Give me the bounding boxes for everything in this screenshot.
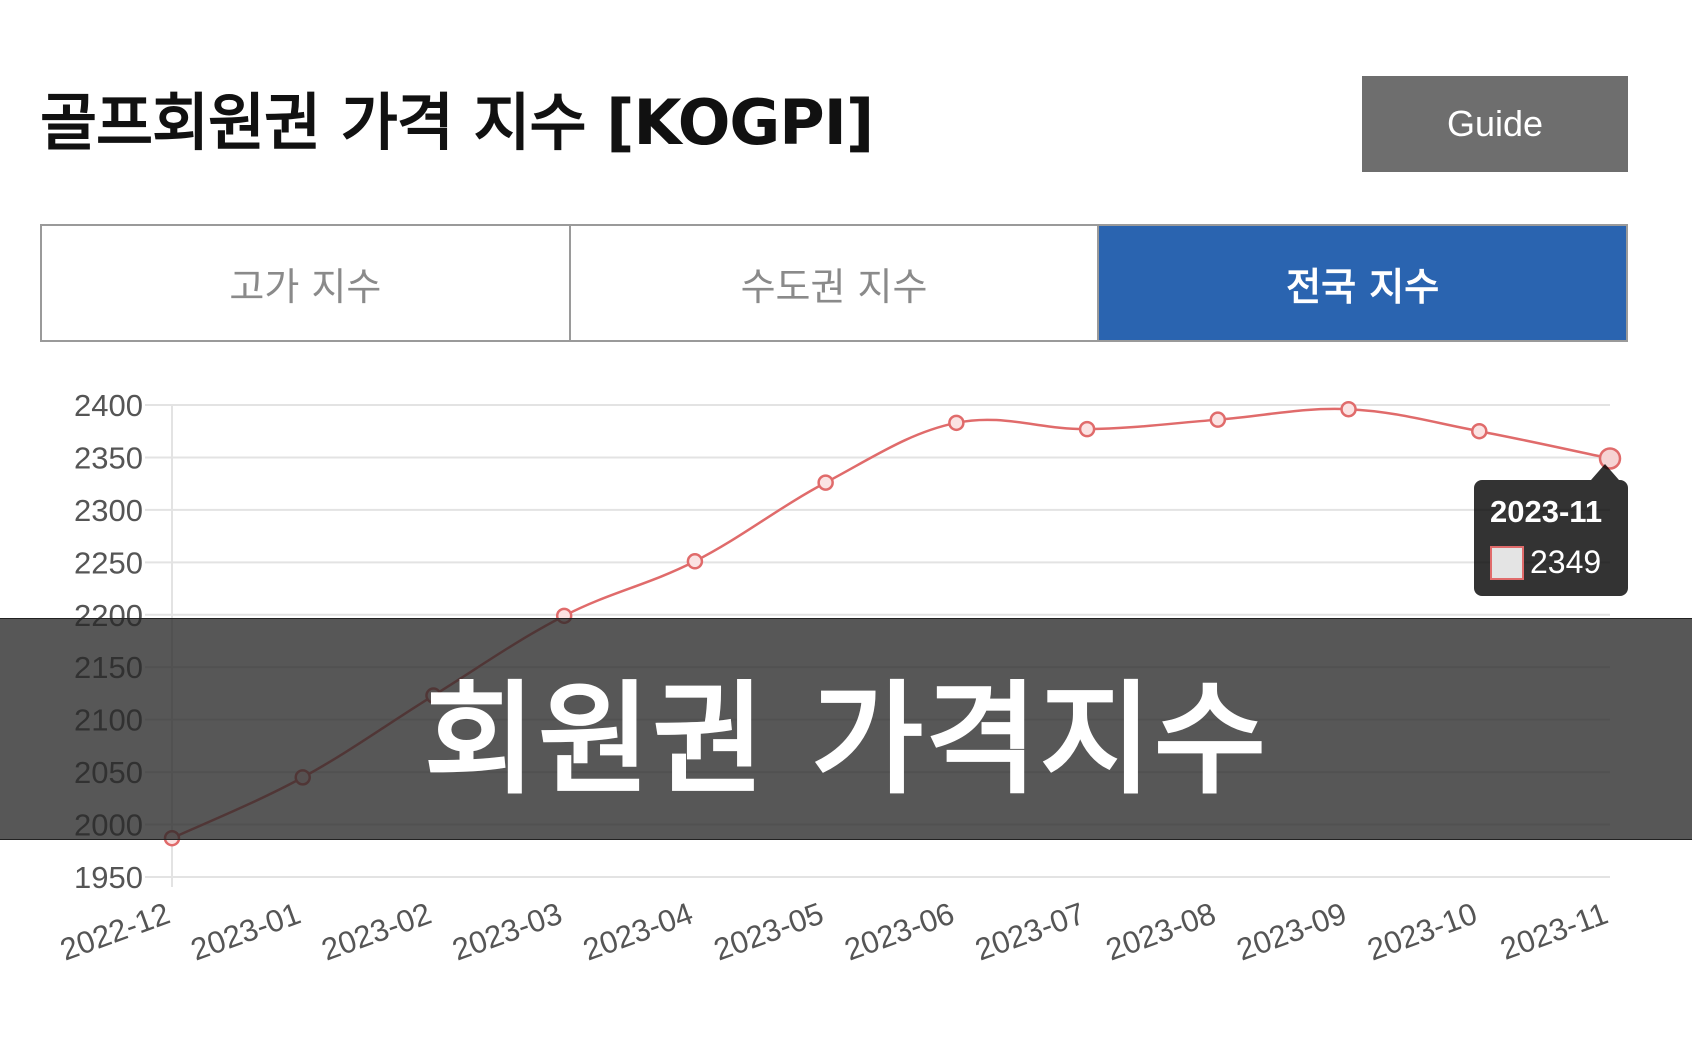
page-title: 골프회원권 가격 지수 [KOGPI] [40,86,874,159]
tooltip-color-swatch [1490,546,1524,580]
y-tick-label: 2300 [74,493,143,528]
x-tick-label: 2023-02 [317,896,436,968]
x-tick-label: 2023-04 [578,896,697,968]
tab-national-index[interactable]: 전국 지수 [1097,226,1627,340]
tab-capital-area-index[interactable]: 수도권 지수 [568,226,1098,340]
data-point[interactable] [686,553,704,570]
x-axis-ticks: 2022-12 2023-01 2023-02 2023-03 2023-04 2023-… [56,896,1613,968]
guide-button[interactable]: Guide [1362,76,1628,172]
data-point[interactable] [1078,420,1096,438]
data-point[interactable] [1340,400,1357,418]
tab-premium-index[interactable]: 고가 지수 [229,264,382,309]
x-tick-label: 2023-11 [1496,896,1613,967]
x-tick-label: 2022-12 [56,896,175,968]
x-tick-label: 2023-03 [448,896,567,968]
y-tick-label: 2250 [74,545,143,580]
x-tick-label: 2023-07 [971,896,1090,968]
data-point[interactable] [948,414,965,432]
x-tick-label: 2023-05 [709,896,828,968]
x-tick-label: 2023-01 [186,896,305,968]
y-tick-label: 1950 [74,860,143,895]
data-point[interactable] [1209,411,1227,428]
tooltip-title: 2023-11 [1490,494,1603,529]
banner-text: 회원권 가격지수 [423,668,1269,811]
index-tabs: 고가 지수 수도권 지수 전국 지수 [40,224,1628,342]
x-tick-label: 2023-06 [840,896,959,968]
data-tooltip: 2023-11 2349 [1474,464,1628,596]
overlay-banner: 회원권 가격지수 [0,618,1692,840]
y-tick-label: 2350 [74,440,143,475]
y-tick-label: 2400 [74,388,143,423]
data-point[interactable] [817,474,834,491]
data-point[interactable] [1471,422,1488,440]
x-tick-label: 2023-10 [1363,896,1482,968]
x-tick-label: 2023-08 [1101,896,1220,968]
tooltip-value: 2349 [1530,544,1602,580]
x-tick-label: 2023-09 [1232,896,1351,968]
